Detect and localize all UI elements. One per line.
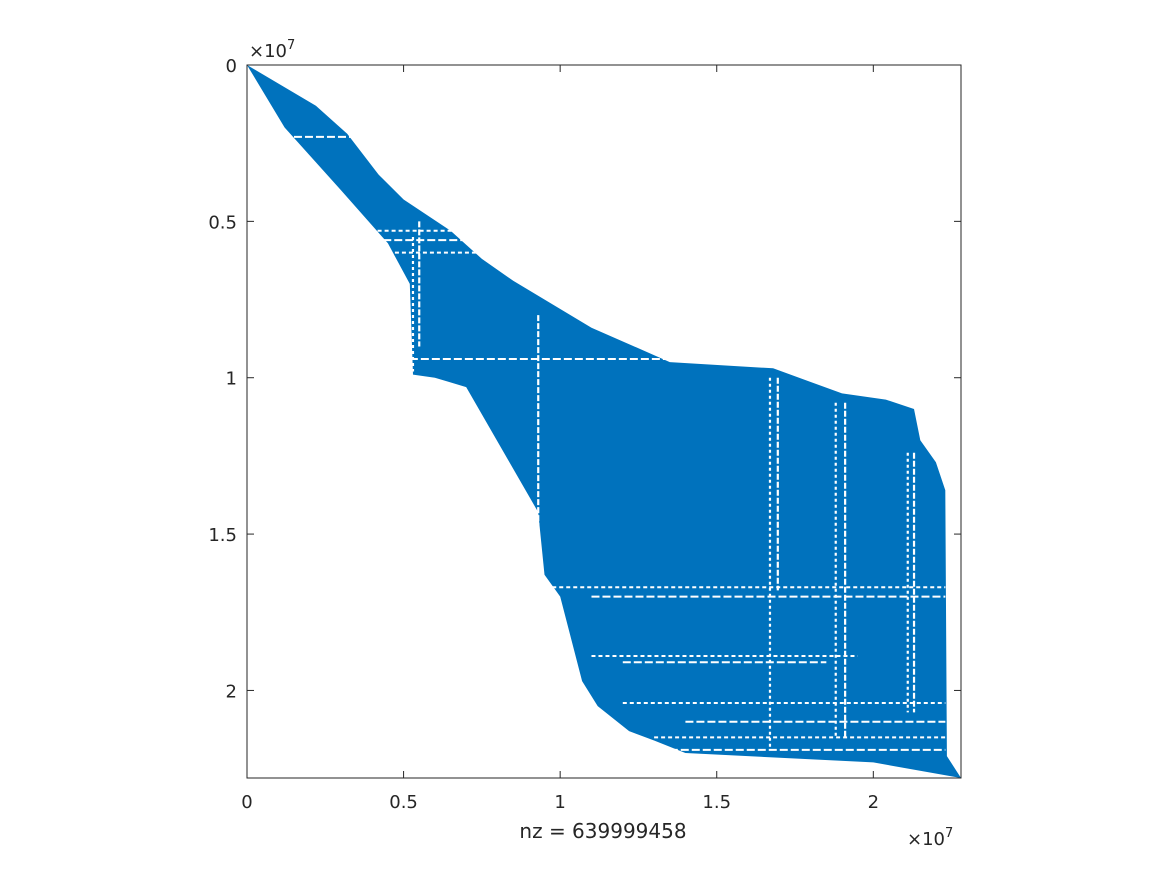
y-exponent-base: ×10 — [249, 41, 287, 62]
y-tick-label: 1.5 — [208, 525, 237, 546]
x-tick-label: 1.5 — [702, 792, 731, 813]
y-tick-label: 0.5 — [208, 212, 237, 233]
x-tick-label: 0.5 — [389, 792, 418, 813]
x-axis-label: nz = 639999458 — [519, 819, 686, 843]
x-tick-label: 0 — [241, 792, 252, 813]
plot-area — [247, 65, 961, 778]
y-axis-exponent-label: ×107 — [249, 38, 295, 62]
nonzero-fill-region — [247, 65, 961, 778]
x-axis-ticks: 0 0.5 1 1.5 2 — [241, 65, 879, 813]
x-tick-label: 2 — [868, 792, 879, 813]
y-exponent-power: 7 — [287, 38, 295, 53]
x-tick-label: 1 — [554, 792, 565, 813]
y-tick-label: 0 — [226, 56, 237, 77]
y-tick-label: 1 — [226, 369, 237, 390]
x-axis-exponent-label: ×107 — [907, 826, 953, 850]
x-exponent-base: ×10 — [907, 829, 945, 850]
y-axis-ticks: 0 0.5 1 1.5 2 — [208, 56, 961, 702]
axes-box — [246, 64, 962, 779]
white-gap-lines — [293, 135, 946, 751]
y-tick-label: 2 — [226, 681, 237, 702]
x-exponent-power: 7 — [945, 826, 953, 841]
